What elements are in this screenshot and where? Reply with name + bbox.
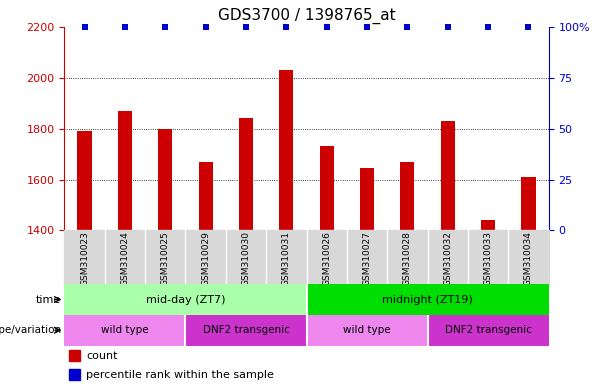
Title: GDS3700 / 1398765_at: GDS3700 / 1398765_at bbox=[218, 8, 395, 24]
Text: GSM310034: GSM310034 bbox=[524, 232, 533, 286]
Text: wild type: wild type bbox=[343, 325, 391, 335]
Text: GSM310026: GSM310026 bbox=[322, 232, 331, 286]
Text: midnight (ZT19): midnight (ZT19) bbox=[382, 295, 473, 305]
Text: wild type: wild type bbox=[101, 325, 149, 335]
Text: DNF2 transgenic: DNF2 transgenic bbox=[202, 325, 289, 335]
Text: genotype/variation: genotype/variation bbox=[0, 325, 61, 335]
Bar bbox=[77, 131, 91, 230]
Bar bbox=[64, 315, 186, 346]
Bar bbox=[280, 70, 294, 230]
Bar bbox=[427, 315, 549, 346]
Bar bbox=[319, 146, 333, 230]
Text: GSM310029: GSM310029 bbox=[201, 232, 210, 286]
Text: GSM310028: GSM310028 bbox=[403, 232, 412, 286]
Text: mid-day (ZT7): mid-day (ZT7) bbox=[146, 295, 225, 305]
Text: GSM310033: GSM310033 bbox=[484, 232, 493, 286]
Text: count: count bbox=[86, 351, 118, 361]
Text: GSM310027: GSM310027 bbox=[362, 232, 371, 286]
Text: time: time bbox=[36, 295, 61, 305]
Bar bbox=[158, 129, 172, 230]
Bar bbox=[400, 162, 414, 230]
Bar bbox=[306, 284, 549, 315]
Bar bbox=[185, 315, 306, 346]
Bar bbox=[69, 350, 80, 361]
Text: GSM310024: GSM310024 bbox=[120, 232, 129, 286]
Text: DNF2 transgenic: DNF2 transgenic bbox=[444, 325, 531, 335]
Text: GSM310025: GSM310025 bbox=[161, 232, 170, 286]
Bar bbox=[239, 118, 253, 230]
Bar bbox=[199, 162, 213, 230]
Text: percentile rank within the sample: percentile rank within the sample bbox=[86, 370, 274, 380]
Bar bbox=[441, 121, 455, 230]
Text: GSM310030: GSM310030 bbox=[242, 232, 251, 286]
Bar bbox=[118, 111, 132, 230]
Bar bbox=[64, 284, 306, 315]
Bar bbox=[306, 315, 428, 346]
Bar bbox=[522, 177, 536, 230]
Text: GSM310031: GSM310031 bbox=[282, 232, 291, 286]
Text: GSM310023: GSM310023 bbox=[80, 232, 89, 286]
Text: GSM310032: GSM310032 bbox=[443, 232, 452, 286]
Bar bbox=[481, 220, 495, 230]
Bar bbox=[69, 369, 80, 380]
Bar bbox=[360, 168, 374, 230]
